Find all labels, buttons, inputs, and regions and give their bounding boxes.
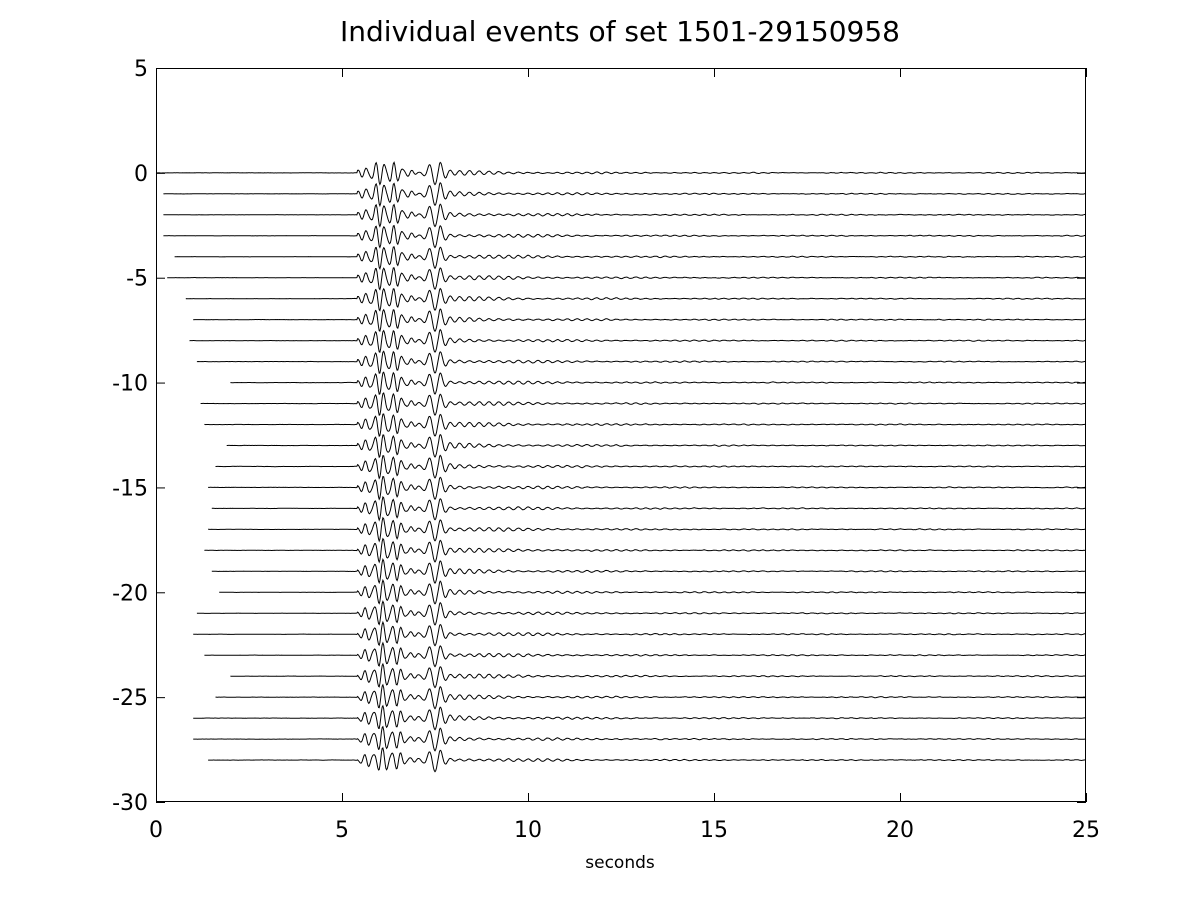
traces-group xyxy=(155,161,1087,773)
event-trace xyxy=(208,747,1086,773)
event-trace xyxy=(193,308,1087,333)
plot-frame xyxy=(156,68,1086,802)
y-tick-label: 0 xyxy=(134,162,148,187)
event-trace xyxy=(211,558,1086,585)
event-trace xyxy=(193,725,1087,752)
event-trace xyxy=(189,328,1087,353)
y-tick-label: 5 xyxy=(134,57,148,82)
event-trace xyxy=(163,224,1087,249)
x-tick-label: 10 xyxy=(514,818,542,843)
x-axis-label: seconds xyxy=(585,853,655,873)
y-tick-label: -10 xyxy=(112,372,148,397)
chart-title: Individual events of set 1501-29150958 xyxy=(340,15,900,48)
y-tick-label: -20 xyxy=(112,581,148,606)
x-tick-label: 15 xyxy=(700,818,728,843)
event-trace xyxy=(226,433,1086,459)
event-trace xyxy=(193,704,1087,731)
event-trace xyxy=(208,475,1087,501)
x-axis: 0 5 10 15 20 25 xyxy=(149,68,1100,843)
x-tick-label: 25 xyxy=(1072,818,1100,843)
y-axis: 5 0 -5 -10 -15 -20 -25 -30 xyxy=(112,57,1086,816)
event-trace xyxy=(167,267,1086,291)
y-tick-label: -5 xyxy=(126,267,148,292)
event-trace xyxy=(196,350,1087,374)
y-tick-label: -25 xyxy=(112,686,148,711)
event-trace xyxy=(185,287,1086,312)
event-trace xyxy=(163,203,1087,228)
event-trace xyxy=(215,454,1087,480)
event-trace xyxy=(174,246,1086,270)
event-trace xyxy=(208,516,1086,543)
event-trace xyxy=(219,578,1087,605)
event-trace xyxy=(204,537,1087,564)
event-trace xyxy=(196,600,1087,626)
event-trace xyxy=(230,371,1086,395)
event-trace xyxy=(230,662,1087,689)
event-trace xyxy=(204,413,1087,438)
event-trace xyxy=(193,620,1087,647)
event-trace xyxy=(155,161,1086,186)
event-trace xyxy=(204,641,1086,668)
y-tick-label: -15 xyxy=(112,476,148,501)
event-trace xyxy=(163,181,1087,208)
event-trace xyxy=(200,392,1087,417)
x-tick-label: 0 xyxy=(149,818,163,843)
event-trace xyxy=(215,683,1087,710)
y-tick-label: -30 xyxy=(112,791,148,816)
x-tick-label: 5 xyxy=(335,818,349,843)
event-trace xyxy=(211,495,1087,522)
x-tick-label: 20 xyxy=(886,818,914,843)
